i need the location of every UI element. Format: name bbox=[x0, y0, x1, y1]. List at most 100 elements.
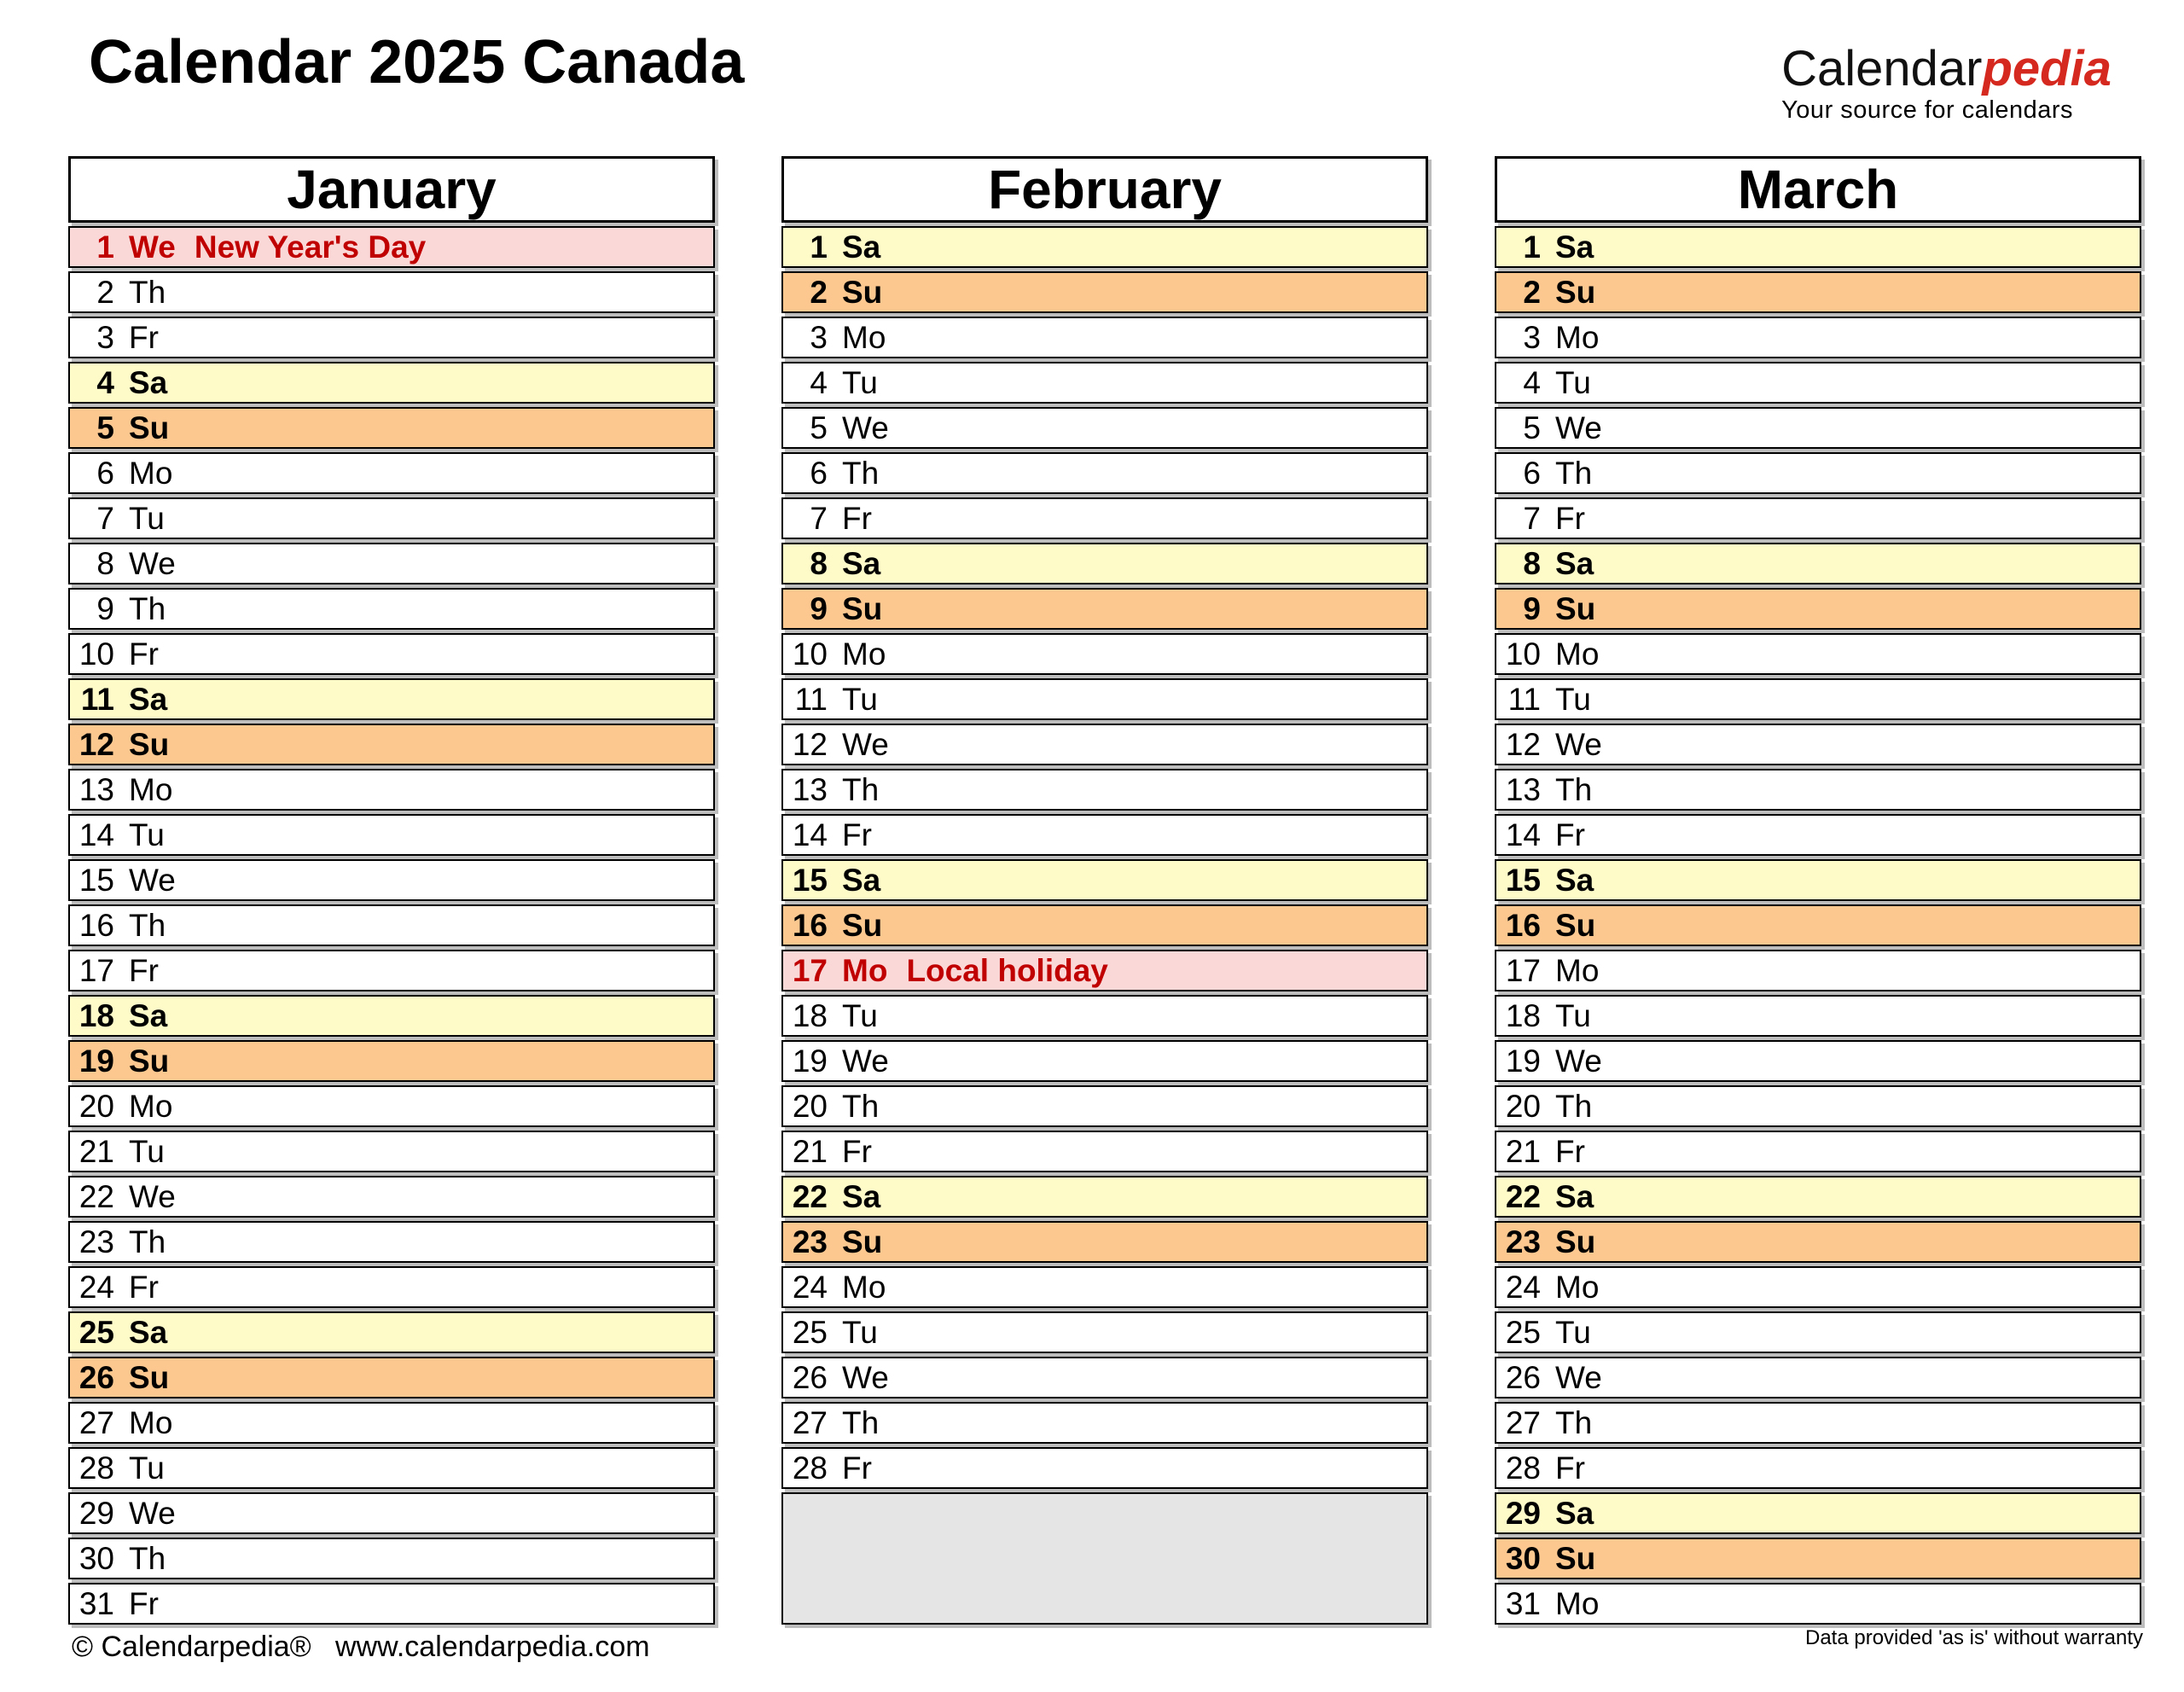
day-number: 30 bbox=[1505, 1540, 1541, 1576]
day-number: 19 bbox=[78, 1043, 114, 1079]
weekday-label: Sa bbox=[129, 681, 168, 717]
day-number: 14 bbox=[78, 817, 114, 852]
day-row: 24 Mo bbox=[1495, 1266, 2141, 1308]
day-number: 1 bbox=[96, 229, 114, 265]
day-row: 16 Th bbox=[68, 904, 715, 946]
day-row: 7 Fr bbox=[781, 497, 1428, 539]
weekday-label: Mo bbox=[842, 319, 886, 355]
day-number: 13 bbox=[78, 771, 114, 807]
day-row: 28 Fr bbox=[1495, 1447, 2141, 1489]
day-number: 6 bbox=[96, 455, 114, 491]
day-row: 9 Su bbox=[781, 588, 1428, 630]
day-row: 10 Fr bbox=[68, 633, 715, 675]
day-number: 28 bbox=[78, 1450, 114, 1486]
weekday-label: We bbox=[129, 1495, 176, 1531]
day-row: 24 Mo bbox=[781, 1266, 1428, 1308]
day-number: 25 bbox=[792, 1314, 828, 1350]
logo-wordmark: Calendarpedia bbox=[1781, 44, 2111, 94]
weekday-label: Sa bbox=[129, 364, 168, 400]
day-row: 27 Mo bbox=[68, 1402, 715, 1444]
day-row: 4 Tu bbox=[1495, 362, 2141, 404]
day-number: 21 bbox=[78, 1133, 114, 1169]
weekday-label: Th bbox=[1555, 1088, 1593, 1124]
month-column-february: February 1 Sa 2 Su 3 Mo 4 Tu 5 We 6 Th 7 Fr 8 Sa 9 Su 10 Mo 1… bbox=[781, 156, 1428, 1628]
day-number: 3 bbox=[96, 319, 114, 355]
weekday-label: Sa bbox=[129, 997, 168, 1033]
day-row: 13 Mo bbox=[68, 769, 715, 811]
day-row: 1 We New Year's Day bbox=[68, 226, 715, 268]
weekday-label: We bbox=[1555, 1359, 1602, 1395]
weekday-label: We bbox=[1555, 1043, 1602, 1079]
day-row: 17 Fr bbox=[68, 950, 715, 991]
day-number: 8 bbox=[96, 545, 114, 581]
weekday-label: Th bbox=[842, 1404, 880, 1440]
day-number: 9 bbox=[810, 590, 828, 626]
day-number: 23 bbox=[792, 1224, 828, 1259]
day-number: 19 bbox=[792, 1043, 828, 1079]
day-row: 12 We bbox=[781, 724, 1428, 765]
weekday-label: Tu bbox=[842, 364, 878, 400]
weekday-label: We bbox=[842, 726, 889, 762]
day-number: 3 bbox=[810, 319, 828, 355]
weekday-label: Mo bbox=[129, 771, 173, 807]
day-row: 1 Sa bbox=[1495, 226, 2141, 268]
weekday-label: Fr bbox=[1555, 1450, 1585, 1486]
weekday-label: Mo bbox=[129, 455, 173, 491]
weekday-label: Tu bbox=[1555, 997, 1591, 1033]
weekday-label: Th bbox=[129, 1540, 166, 1576]
day-number: 8 bbox=[810, 545, 828, 581]
weekday-label: Su bbox=[1555, 1540, 1596, 1576]
weekday-label: Su bbox=[842, 590, 883, 626]
day-row: 26 We bbox=[1495, 1357, 2141, 1398]
day-number: 15 bbox=[1505, 862, 1541, 898]
day-number: 20 bbox=[792, 1088, 828, 1124]
day-number: 16 bbox=[78, 907, 114, 943]
day-row: 27 Th bbox=[781, 1402, 1428, 1444]
day-row: 2 Su bbox=[1495, 271, 2141, 313]
weekday-label: Th bbox=[129, 590, 166, 626]
day-row: 29 We bbox=[68, 1492, 715, 1534]
weekday-label: Tu bbox=[129, 817, 165, 852]
day-number: 13 bbox=[1505, 771, 1541, 807]
weekday-label: Su bbox=[1555, 590, 1596, 626]
day-row: 10 Mo bbox=[1495, 633, 2141, 675]
day-row: 31 Mo bbox=[1495, 1583, 2141, 1625]
day-number: 6 bbox=[1523, 455, 1541, 491]
day-row: 9 Su bbox=[1495, 588, 2141, 630]
day-row: 2 Th bbox=[68, 271, 715, 313]
weekday-label: Mo bbox=[842, 952, 888, 988]
day-row: 21 Fr bbox=[1495, 1131, 2141, 1172]
day-number: 23 bbox=[78, 1224, 114, 1259]
day-row: 9 Th bbox=[68, 588, 715, 630]
day-row: 20 Mo bbox=[68, 1085, 715, 1127]
weekday-label: Fr bbox=[842, 1133, 872, 1169]
day-number: 19 bbox=[1505, 1043, 1541, 1079]
day-number: 12 bbox=[1505, 726, 1541, 762]
month-column-january: January 1 We New Year's Day 2 Th 3 Fr 4 Sa 5 Su 6 Mo 7… bbox=[68, 156, 715, 1628]
day-row: 3 Fr bbox=[68, 317, 715, 358]
weekday-label: Tu bbox=[129, 1133, 165, 1169]
month-header: January bbox=[68, 156, 715, 223]
day-row: 3 Mo bbox=[781, 317, 1428, 358]
day-number: 22 bbox=[78, 1178, 114, 1214]
day-number: 10 bbox=[792, 636, 828, 672]
month-header: February bbox=[781, 156, 1428, 223]
weekday-label: Mo bbox=[1555, 1585, 1600, 1621]
holiday-label: Local holiday bbox=[906, 952, 1108, 988]
day-row: 11 Tu bbox=[781, 678, 1428, 720]
weekday-label: Sa bbox=[842, 862, 881, 898]
day-number: 11 bbox=[794, 681, 828, 717]
page-title: Calendar 2025 Canada bbox=[89, 28, 745, 96]
weekday-label: Su bbox=[842, 907, 883, 943]
day-number: 25 bbox=[78, 1314, 114, 1350]
weekday-label: Mo bbox=[842, 636, 886, 672]
day-number: 26 bbox=[78, 1359, 114, 1395]
day-row: 17 Mo Local holiday bbox=[781, 950, 1428, 991]
weekday-label: Su bbox=[1555, 907, 1596, 943]
day-number: 1 bbox=[810, 229, 828, 265]
weekday-label: Fr bbox=[842, 1450, 872, 1486]
weekday-label: Tu bbox=[1555, 1314, 1591, 1350]
day-row: 22 Sa bbox=[781, 1176, 1428, 1218]
day-number: 18 bbox=[78, 997, 114, 1033]
day-row: 12 Su bbox=[68, 724, 715, 765]
